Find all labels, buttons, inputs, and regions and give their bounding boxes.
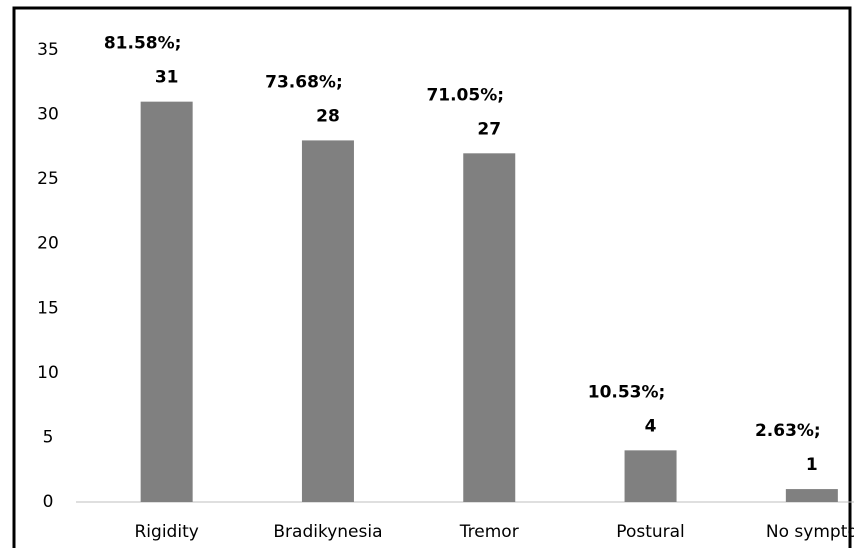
percent-label: 2.63%; <box>755 421 821 441</box>
bar <box>624 450 677 502</box>
y-tick-label: 35 <box>37 40 59 60</box>
data-label: 4 <box>645 416 657 436</box>
bar <box>463 153 516 503</box>
bar <box>140 101 193 503</box>
bar <box>301 140 354 502</box>
y-tick-label: 30 <box>37 105 59 125</box>
percent-label: 73.68%; <box>265 72 343 92</box>
data-label: 31 <box>155 68 179 88</box>
percent-label: 10.53%; <box>588 382 666 402</box>
x-tick-label: Bradikynesia <box>273 522 382 542</box>
y-tick-label: 10 <box>37 363 59 383</box>
y-tick-label: 0 <box>43 492 54 512</box>
percent-label: 81.58%; <box>104 34 182 54</box>
y-tick-label: 20 <box>37 234 59 254</box>
bar <box>785 489 838 502</box>
data-label: 1 <box>806 455 818 475</box>
x-tick-label: Tremor <box>459 522 519 542</box>
x-tick-label: Rigidity <box>135 522 199 542</box>
y-tick-label: 25 <box>37 169 59 189</box>
chart-border <box>12 6 852 548</box>
data-label: 27 <box>477 119 501 139</box>
x-tick-label: Postural <box>616 522 684 542</box>
data-label: 28 <box>316 106 340 126</box>
y-tick-label: 5 <box>43 427 54 447</box>
percent-label: 71.05%; <box>426 85 504 105</box>
x-tick-label: No sympto <box>766 522 854 542</box>
y-tick-label: 15 <box>37 298 59 318</box>
